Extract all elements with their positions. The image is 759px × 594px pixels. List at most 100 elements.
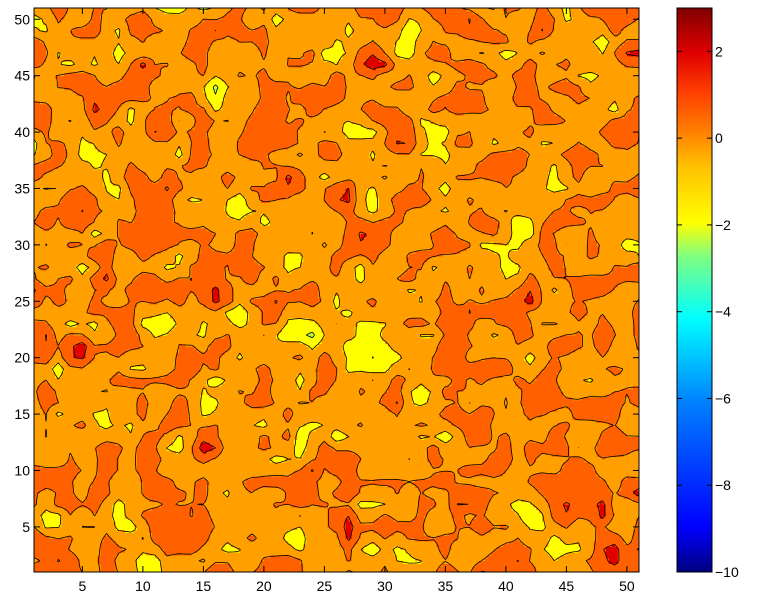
contour-cell [218, 569, 222, 572]
contour-cell [203, 507, 207, 511]
contour-cell [124, 512, 129, 516]
contour-cell [318, 538, 322, 542]
contour-cell [167, 509, 171, 514]
contour-cell [536, 501, 540, 505]
contour-cell [67, 540, 71, 545]
contour-cell [502, 518, 507, 522]
contour-cell [551, 543, 555, 548]
contour-cell [554, 552, 558, 556]
contour-cell [158, 524, 162, 528]
contour-cell [167, 555, 171, 559]
contour-cell [82, 532, 86, 536]
contour-cell [572, 501, 576, 505]
contour-cell [312, 512, 316, 516]
contour-cell [324, 535, 328, 539]
contour-cell [94, 563, 98, 567]
contour-cell [124, 532, 129, 536]
contour-cell [200, 518, 204, 522]
contour-cell [439, 518, 443, 522]
contour-cell [533, 560, 537, 564]
contour-cell [518, 569, 522, 572]
contour-cell [230, 509, 235, 514]
contour-cell [94, 515, 98, 519]
contour-cell [511, 515, 516, 519]
contour-cell [575, 524, 579, 528]
contour-cell [611, 560, 616, 564]
contour-cell [508, 501, 513, 505]
contour-cell [260, 518, 265, 522]
contour-cell [508, 546, 513, 550]
contour-cell [499, 532, 504, 536]
contour-cell [197, 535, 201, 539]
contour-cell [248, 509, 253, 514]
contour-cell [345, 563, 349, 567]
contour-cell [587, 526, 591, 531]
contour-cell [327, 549, 331, 553]
contour-cell [182, 521, 186, 525]
contour-cell [170, 569, 174, 572]
contour-cell [584, 509, 588, 514]
contour-cell [312, 518, 316, 522]
contour-cell [487, 521, 492, 525]
contour-cell [611, 529, 616, 533]
contour-cell [194, 532, 198, 536]
contour-cell [254, 524, 259, 528]
contour-cell [593, 504, 598, 508]
contour-cell [436, 546, 440, 550]
contour-cell [554, 526, 558, 531]
contour-cell [545, 569, 549, 572]
contour-cell [629, 504, 634, 508]
contour-cell [336, 521, 340, 525]
contour-cell [67, 532, 71, 536]
contour-cell [393, 532, 398, 536]
contour-cell [254, 563, 259, 567]
contour-cell [170, 540, 174, 545]
contour-cell [300, 535, 304, 539]
contour-cell [502, 512, 507, 516]
contour-cell [611, 566, 616, 570]
contour-cell [451, 563, 455, 567]
contour-cell [421, 566, 425, 570]
contour-cell [487, 557, 492, 562]
contour-cell [584, 504, 588, 508]
contour-cell [73, 552, 77, 556]
contour-cell [176, 569, 180, 572]
contour-cell [94, 560, 98, 564]
contour-cell [282, 549, 286, 553]
contour-cell [545, 512, 549, 516]
contour-cell [139, 543, 144, 548]
contour-cell [133, 518, 138, 522]
contour-cell [139, 529, 144, 533]
contour-cell [575, 552, 579, 556]
contour-cell [37, 507, 41, 511]
contour-cell [300, 504, 304, 508]
contour-cell [548, 569, 552, 572]
contour-cell [403, 552, 407, 556]
contour-cell [233, 566, 238, 570]
contour-cell [167, 549, 171, 553]
contour-cell [511, 555, 516, 559]
contour-cell [312, 546, 316, 550]
contour-cell [312, 552, 316, 556]
contour-cell [251, 552, 256, 556]
contour-cell [551, 540, 555, 545]
contour-cell [164, 538, 168, 542]
contour-cell [115, 515, 120, 519]
contour-cell [590, 507, 595, 511]
contour-cell [502, 535, 507, 539]
contour-cell [533, 557, 537, 562]
contour-cell [158, 532, 162, 536]
contour-cell [67, 501, 71, 505]
contour-cell [578, 526, 582, 531]
contour-cell [427, 546, 431, 550]
contour-cell [481, 524, 486, 528]
contour-cell [173, 555, 177, 559]
contour-cell [272, 529, 277, 533]
contour-cell [620, 509, 625, 514]
contour-cell [484, 509, 489, 514]
contour-cell [276, 566, 280, 570]
contour-cell [260, 535, 265, 539]
contour-cell [58, 518, 62, 522]
contour-cell [109, 512, 114, 516]
contour-cell [430, 555, 434, 559]
